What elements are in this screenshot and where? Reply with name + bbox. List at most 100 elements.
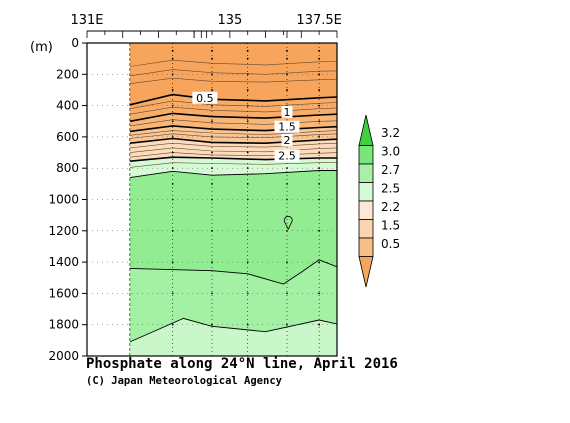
contour-line-2	[129, 137, 337, 145]
sample-point	[211, 120, 213, 123]
colorbar-segment	[358, 256, 374, 288]
y-tick-label: 1600	[48, 286, 79, 300]
x-tick-label: 135	[217, 13, 242, 28]
contour-line-minor	[129, 152, 337, 158]
sample-point	[211, 89, 213, 91]
band-3.0-deep	[129, 259, 337, 342]
y-tick-label: 1000	[48, 193, 79, 207]
contour-label: 2	[284, 134, 291, 147]
colorbar-segment	[358, 163, 374, 183]
colorbar-segment	[358, 145, 374, 165]
sample-point	[318, 57, 321, 60]
colorbar-label: 2.2	[381, 200, 400, 214]
y-tick-label: 2000	[48, 349, 79, 363]
colorbar-label: 0.5	[381, 237, 400, 251]
contour-line-1	[129, 112, 337, 123]
sample-point	[286, 182, 288, 185]
sample-point	[171, 151, 174, 154]
y-tick-label: 400	[56, 99, 79, 113]
sample-point	[211, 151, 213, 154]
contour-label-bg	[281, 105, 293, 118]
x-tick-label: 131E	[70, 13, 103, 28]
sample-point	[318, 136, 321, 138]
y-tick-label: 0	[71, 36, 79, 50]
colorbar-label: 2.7	[381, 163, 400, 177]
contour-line-minor	[129, 119, 337, 127]
colorbar-label: 2.5	[381, 182, 400, 196]
x-tick-label: 137.5E	[296, 13, 341, 28]
sample-point	[318, 49, 321, 52]
sample-point	[171, 120, 174, 123]
contour-closed-eddy	[283, 215, 293, 231]
contour-line-minor	[129, 162, 337, 168]
sample-point	[318, 229, 321, 232]
colorbar-segment	[358, 237, 374, 257]
contour-line-2.5	[129, 156, 337, 162]
colorbar-segment	[358, 200, 374, 220]
sample-point	[211, 182, 213, 185]
band-2.7-3.0	[129, 170, 337, 284]
sample-point	[211, 57, 213, 60]
contour-line-1.5	[129, 125, 337, 133]
sample-point	[246, 151, 249, 154]
sample-point	[318, 120, 321, 123]
contour-line-minor	[129, 69, 337, 77]
contour-line-minor	[129, 147, 337, 153]
contour-label-bg	[192, 91, 218, 104]
contour-label: 1.5	[278, 121, 296, 134]
sample-point	[246, 182, 249, 185]
colorbar-label: 3.0	[381, 145, 400, 159]
sample-point	[246, 89, 249, 91]
contour-line-0.5	[129, 93, 337, 106]
colorbar-segment	[358, 114, 374, 146]
sample-point	[318, 292, 321, 295]
sample-point	[246, 120, 249, 123]
contour-line-minor	[129, 100, 337, 109]
contour-line-minor	[129, 130, 337, 136]
contour-line-minor	[129, 142, 337, 149]
contour-label-bg	[281, 134, 293, 147]
sample-point	[171, 49, 174, 52]
sample-point	[318, 182, 321, 185]
contour-label: 2.5	[278, 150, 296, 163]
contour-line-minor	[129, 106, 337, 115]
contour-label-bg	[274, 149, 300, 162]
sample-point	[318, 323, 321, 326]
colorbar-label: 1.5	[381, 219, 400, 233]
sample-point	[211, 49, 213, 52]
sample-point	[318, 89, 321, 91]
y-tick-label: 800	[56, 161, 79, 175]
contour-label: 1	[284, 106, 291, 119]
contour-line-minor	[129, 59, 337, 67]
no-data-region	[87, 43, 130, 356]
contour-line-2.7	[129, 170, 337, 179]
sample-point	[318, 167, 321, 170]
chart-title: Phosphate along 24°N line, April 2016	[86, 356, 398, 372]
sample-point	[318, 151, 321, 154]
y-tick-label: 1400	[48, 255, 79, 269]
y-axis-unit-label: (m)	[30, 40, 53, 55]
sample-point	[171, 57, 174, 60]
sample-point	[246, 57, 249, 60]
contour-label-bg	[274, 120, 300, 133]
y-tick-label: 1200	[48, 224, 79, 238]
contour-label: 0.5	[196, 92, 214, 105]
sample-point	[318, 104, 321, 107]
colorbar-segment	[358, 182, 374, 202]
colorbar-segment	[358, 219, 374, 239]
sample-point	[246, 49, 249, 52]
chart-credit: (C) Japan Meteorological Agency	[86, 375, 282, 387]
y-tick-label: 600	[56, 130, 79, 144]
sample-point	[318, 198, 321, 201]
y-tick-label: 1800	[48, 318, 79, 332]
band-lt-0.5	[129, 43, 337, 105]
sample-point	[171, 89, 174, 91]
sample-point	[286, 49, 288, 52]
colorbar-label: 3.2	[381, 126, 400, 140]
contour-line-minor	[129, 77, 337, 84]
sample-point	[171, 182, 174, 185]
contour-line-minor	[129, 133, 337, 139]
sample-point	[318, 261, 321, 263]
y-tick-label: 200	[56, 67, 79, 81]
